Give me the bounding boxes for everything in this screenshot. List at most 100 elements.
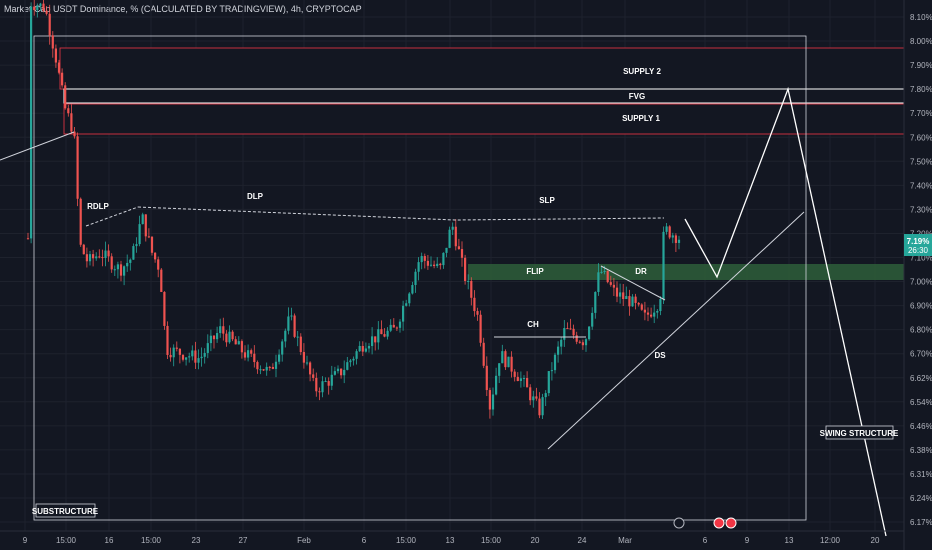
candle-body	[281, 341, 284, 355]
candle-body	[271, 367, 274, 369]
candle-body	[141, 214, 144, 225]
candle-body	[346, 362, 349, 370]
x-tick-label: Mar	[618, 536, 632, 545]
candle-body	[591, 312, 594, 327]
candle-body	[442, 252, 445, 266]
candle-body	[166, 325, 169, 355]
y-tick-label: 7.80%	[910, 85, 932, 94]
candle-body	[464, 257, 467, 281]
candle-body	[219, 326, 222, 334]
candle-body	[482, 342, 485, 366]
candle-body	[169, 354, 172, 358]
candle-body	[392, 324, 395, 328]
chart-title: Market Cap USDT Dominance, % (CALCULATED…	[4, 4, 362, 14]
candle-body	[361, 345, 364, 352]
y-tick-label: 6.62%	[910, 374, 932, 383]
candle-body	[597, 272, 600, 292]
candle-body	[451, 226, 454, 230]
candle-body	[504, 351, 507, 368]
supply-2-zone	[59, 47, 905, 90]
candle-body	[460, 249, 464, 258]
candle-body	[637, 302, 640, 305]
candle-body	[340, 368, 343, 376]
candle-body	[113, 269, 116, 271]
candle-body	[488, 390, 491, 410]
candle-body	[380, 329, 383, 335]
candle-body	[352, 358, 355, 361]
supply-1-label: SUPPLY 1	[622, 114, 660, 123]
candle-body	[374, 336, 377, 343]
substructure-tag-box	[35, 503, 96, 518]
swing-structure-label: SWING STRUCTURE	[820, 429, 899, 438]
supply-2-label: SUPPLY 2	[623, 67, 661, 76]
candle-body	[88, 254, 92, 262]
candle-body	[259, 369, 262, 371]
candle-body	[110, 256, 113, 270]
candle-body	[57, 62, 61, 73]
candle-body	[423, 256, 426, 261]
dr-line	[600, 265, 666, 301]
candle-body	[454, 226, 457, 247]
y-tick-label: 7.90%	[910, 61, 932, 70]
candle-body	[312, 374, 315, 378]
candle-body	[653, 312, 656, 317]
x-tick-label: 20	[871, 536, 880, 545]
candle-body	[584, 339, 588, 346]
candle-body	[662, 231, 665, 300]
candle-body	[240, 341, 243, 353]
candle-body	[411, 285, 414, 294]
candle-body	[250, 350, 253, 354]
candle-body	[625, 296, 628, 300]
candle-body	[79, 198, 82, 245]
candle-body	[73, 131, 76, 137]
candle-body	[293, 315, 296, 337]
event-markers	[673, 517, 737, 529]
zones	[59, 47, 905, 280]
candle-body	[336, 368, 340, 372]
candle-body	[538, 398, 541, 416]
candle-body	[656, 310, 659, 313]
candle-body	[569, 328, 572, 330]
candle-body	[321, 381, 324, 393]
slp-label: SLP	[539, 196, 555, 205]
candle-body	[544, 393, 547, 398]
candle-body	[349, 360, 352, 363]
y-tick-label: 6.70%	[910, 350, 932, 359]
candles	[26, 0, 681, 419]
candle-body	[414, 271, 417, 286]
candle-body	[634, 296, 637, 303]
candle-body	[228, 331, 231, 343]
candle-body	[85, 254, 88, 262]
x-tick-label: 24	[578, 536, 587, 545]
x-tick-label: 6	[362, 536, 367, 545]
candle-body	[513, 371, 516, 377]
candle-body	[566, 328, 569, 330]
y-tick-label: 8.00%	[910, 37, 932, 46]
candle-body	[501, 351, 504, 364]
candle-body	[383, 334, 386, 337]
candle-body	[30, 6, 33, 239]
candle-body	[603, 270, 606, 272]
candle-body	[175, 347, 178, 349]
x-tick-label: 9	[23, 536, 28, 545]
candle-body	[163, 291, 166, 326]
dlp-label: DLP	[247, 192, 264, 201]
candle-body	[557, 346, 560, 355]
candle-body	[197, 358, 200, 363]
candle-body	[532, 396, 535, 401]
y-tick-label: 6.24%	[910, 494, 932, 503]
x-tick-label: 9	[745, 536, 750, 545]
candle-body	[265, 366, 268, 371]
candle-body	[194, 350, 197, 363]
candle-body	[138, 224, 141, 245]
candle-body	[82, 244, 85, 255]
candle-body	[287, 316, 290, 331]
candle-body	[377, 329, 380, 343]
candle-body	[61, 72, 64, 86]
candle-body	[76, 136, 79, 199]
candle-body	[677, 239, 681, 243]
candle-body	[457, 246, 460, 250]
candle-body	[234, 339, 237, 345]
candle-body	[181, 354, 185, 360]
